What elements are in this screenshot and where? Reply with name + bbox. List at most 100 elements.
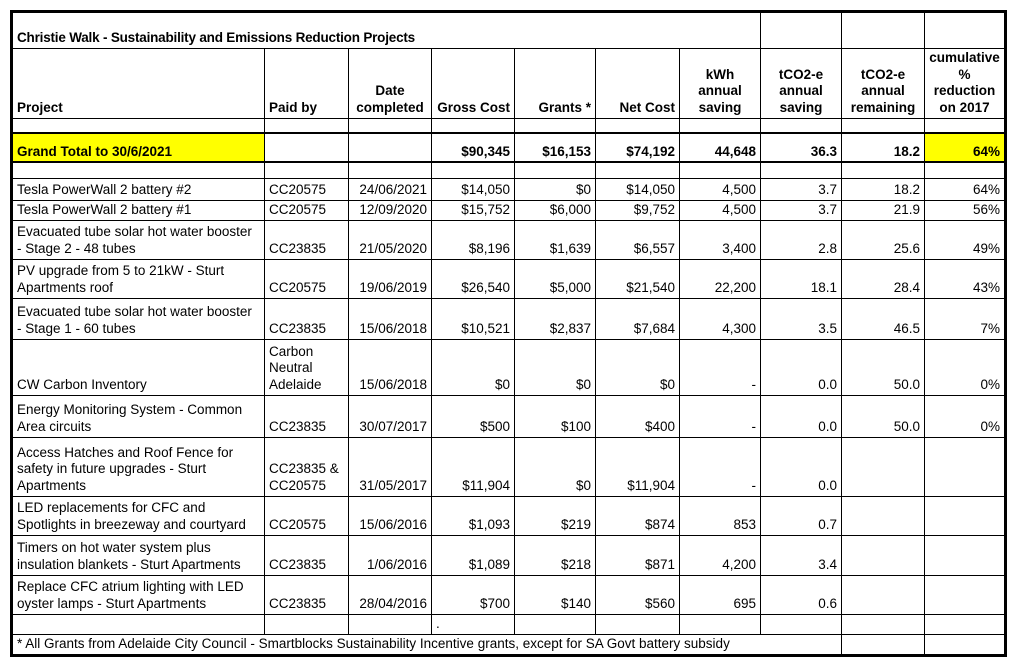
cell-paid-by: CC20575 xyxy=(264,177,349,201)
cell-date-completed: 21/05/2020 xyxy=(348,219,432,260)
empty-cell xyxy=(11,117,265,134)
cell-paid-by: CC23835 xyxy=(264,574,349,615)
cell-paid-by: CC20575 xyxy=(264,495,349,536)
cell-date-completed: 31/05/2017 xyxy=(348,436,432,497)
grand-total-cumulative: 64% xyxy=(924,132,1007,164)
cell-tco2-remaining: 21.9 xyxy=(841,199,926,221)
cell-tco2-remaining: 50.0 xyxy=(841,338,926,396)
cell-cumulative: 0% xyxy=(924,338,1007,396)
cell-paid-by: CC23835 xyxy=(264,534,349,576)
table-row: Energy Monitoring System - Common Area c… xyxy=(11,394,1007,438)
empty-cell xyxy=(841,613,926,635)
empty-cell xyxy=(678,161,762,179)
cell-tco2-remaining: 25.6 xyxy=(841,219,926,260)
cell-tco2-remaining xyxy=(841,495,926,536)
cell-cumulative xyxy=(924,436,1007,497)
cell-date-completed: 15/06/2016 xyxy=(348,495,432,536)
cell-tco2-saving: 0.7 xyxy=(760,495,843,536)
cell-kwh-saving: 4,500 xyxy=(678,199,762,221)
empty-cell xyxy=(264,132,349,164)
cell-cumulative xyxy=(924,534,1007,576)
cell-paid-by: CC20575 xyxy=(264,199,349,221)
col-header-tco2-annual-remaining: tCO2-e annual remaining xyxy=(841,48,926,119)
empty-cell xyxy=(841,11,926,49)
cell-project: Energy Monitoring System - Common Area c… xyxy=(11,394,265,438)
cell-date-completed: 19/06/2019 xyxy=(348,258,432,299)
cell-tco2-remaining xyxy=(841,574,926,615)
cell-kwh-saving: - xyxy=(678,394,762,438)
table-row: Replace CFC atrium lighting with LED oys… xyxy=(11,574,1007,615)
cell-project: Timers on hot water system plus insulati… xyxy=(11,534,265,576)
grand-total-kwh-saving: 44,648 xyxy=(678,132,762,164)
empty-cell xyxy=(760,161,843,179)
cell-date-completed: 30/07/2017 xyxy=(348,394,432,438)
cell-tco2-saving: 3.4 xyxy=(760,534,843,576)
cell-project: Tesla PowerWall 2 battery #1 xyxy=(11,199,265,221)
cell-paid-by: CC23835 & CC20575 xyxy=(264,436,349,497)
table-row: Tesla PowerWall 2 battery #2 CC20575 24/… xyxy=(11,177,1007,201)
empty-cell xyxy=(924,11,1007,49)
cell-grants: $218 xyxy=(514,534,596,576)
cell-net-cost: $874 xyxy=(595,495,680,536)
col-header-paid-by: Paid by xyxy=(264,48,349,119)
projects-table: Christie Walk - Sustainability and Emiss… xyxy=(10,10,1008,657)
empty-cell xyxy=(264,161,349,179)
cell-cumulative xyxy=(924,495,1007,536)
cell-kwh-saving: 22,200 xyxy=(678,258,762,299)
cell-kwh-saving: 4,500 xyxy=(678,177,762,201)
table-row: Evacuated tube solar hot water booster -… xyxy=(11,219,1007,260)
table-row: Timers on hot water system plus insulati… xyxy=(11,534,1007,576)
empty-cell xyxy=(924,161,1007,179)
cell-tco2-remaining: 28.4 xyxy=(841,258,926,299)
table-row: Access Hatches and Roof Fence for safety… xyxy=(11,436,1007,497)
empty-cell xyxy=(595,161,680,179)
table-row: CW Carbon Inventory Carbon Neutral Adela… xyxy=(11,338,1007,396)
cell-cumulative: 64% xyxy=(924,177,1007,201)
grand-total-net-cost: $74,192 xyxy=(595,132,680,164)
footnote-text: * All Grants from Adelaide City Council … xyxy=(10,633,843,656)
header-row: Project Paid by Date completed Gross Cos… xyxy=(11,48,1007,119)
col-header-gross-cost: Gross Cost xyxy=(431,48,515,119)
col-header-kwh-annual-saving: kWh annual saving xyxy=(678,48,762,119)
cell-tco2-remaining xyxy=(841,534,926,576)
empty-cell xyxy=(760,613,843,635)
cell-gross-cost: $1,089 xyxy=(431,534,515,576)
cell-tco2-saving: 0.0 xyxy=(760,394,843,438)
cell-gross-cost: $700 xyxy=(431,574,515,615)
grand-total-row: Grand Total to 30/6/2021 $90,345 $16,153… xyxy=(11,132,1007,164)
dot-cell: . xyxy=(431,613,515,635)
cell-project: Tesla PowerWall 2 battery #2 xyxy=(11,177,265,201)
cell-tco2-remaining: 46.5 xyxy=(841,297,926,340)
col-header-tco2-annual-saving: tCO2-e annual saving xyxy=(760,48,843,119)
cell-date-completed: 1/06/2016 xyxy=(348,534,432,576)
cell-project: Access Hatches and Roof Fence for safety… xyxy=(11,436,265,497)
page-title: Christie Walk - Sustainability and Emiss… xyxy=(10,11,762,49)
grand-total-tco2-saving: 36.3 xyxy=(760,132,843,164)
cell-net-cost: $400 xyxy=(595,394,680,438)
cell-gross-cost: $0 xyxy=(431,338,515,396)
empty-cell xyxy=(760,117,843,134)
cell-kwh-saving: - xyxy=(678,338,762,396)
cell-paid-by: CC23835 xyxy=(264,297,349,340)
empty-cell xyxy=(514,161,596,179)
cell-gross-cost: $15,752 xyxy=(431,199,515,221)
empty-cell xyxy=(678,117,762,134)
cell-gross-cost: $14,050 xyxy=(431,177,515,201)
cell-tco2-saving: 0.0 xyxy=(760,436,843,497)
empty-cell xyxy=(264,117,349,134)
empty-cell xyxy=(348,161,432,179)
cell-tco2-remaining: 50.0 xyxy=(841,394,926,438)
empty-cell xyxy=(348,117,432,134)
empty-cell xyxy=(11,161,265,179)
empty-cell xyxy=(924,633,1007,656)
empty-cell xyxy=(348,613,432,635)
cell-project: Evacuated tube solar hot water booster -… xyxy=(11,297,265,340)
cell-date-completed: 12/09/2020 xyxy=(348,199,432,221)
empty-cell xyxy=(924,117,1007,134)
cell-date-completed: 28/04/2016 xyxy=(348,574,432,615)
cell-project: LED replacements for CFC and Spotlights … xyxy=(11,495,265,536)
cell-tco2-saving: 2.8 xyxy=(760,219,843,260)
spacer-row xyxy=(11,117,1007,134)
cell-kwh-saving: 4,200 xyxy=(678,534,762,576)
cell-net-cost: $11,904 xyxy=(595,436,680,497)
